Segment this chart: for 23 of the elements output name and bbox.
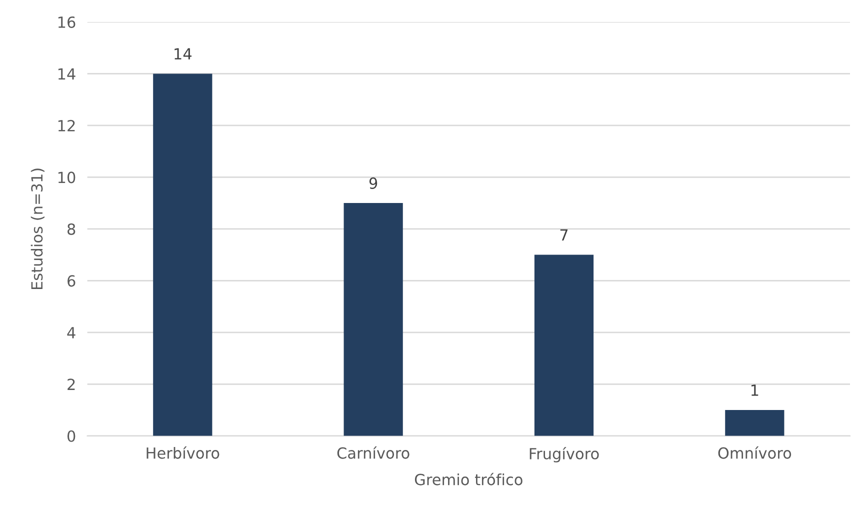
x-tick-label: Omnívoro [718, 446, 792, 459]
y-tick-label: 8 [68, 223, 76, 235]
bar [725, 410, 784, 436]
y-tick-label: 14 [58, 68, 76, 80]
y-tick-label: 16 [58, 16, 76, 28]
y-tick-label: 6 [68, 275, 76, 287]
y-tick-label: 0 [67, 430, 76, 442]
y-tick-label: 4 [67, 327, 76, 338]
y-tick-label: 10 [58, 172, 76, 184]
x-tick-label: Carnívoro [337, 446, 410, 459]
y-axis-title: Estudios (n=31) [30, 168, 44, 290]
x-axis-title: Gremio trófico [414, 472, 522, 486]
data-label: 14 [174, 48, 192, 60]
y-tick-label: 12 [58, 120, 75, 132]
x-tick-label: Herbívoro [146, 446, 220, 459]
data-label: 9 [369, 177, 378, 189]
y-tick-label: 2 [68, 378, 75, 390]
bar [534, 254, 594, 436]
bar [153, 74, 212, 436]
x-tick-label: Frugívoro [530, 446, 599, 462]
data-label: 1 [751, 384, 758, 396]
bar [344, 203, 403, 436]
data-label: 7 [560, 229, 568, 241]
